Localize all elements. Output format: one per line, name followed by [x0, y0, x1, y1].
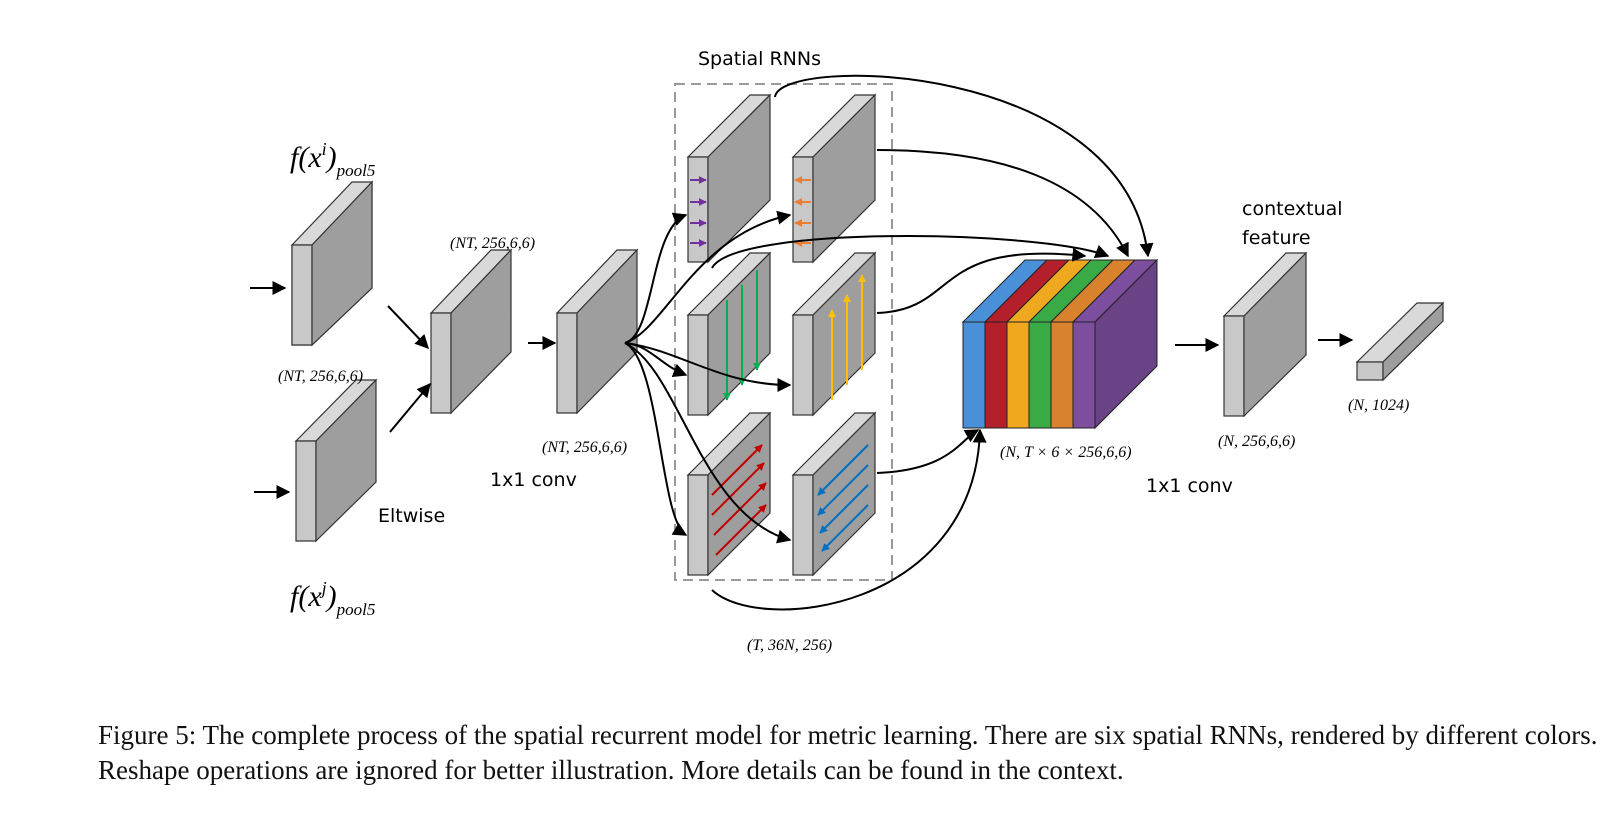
svg-text:f(xi)pool5: f(xi)pool5 [290, 139, 375, 180]
input-block-i [290, 180, 374, 347]
svg-text:f(xj)pool5: f(xj)pool5 [290, 578, 375, 619]
concat-slice-front-0 [962, 321, 986, 429]
eltwise-block [429, 248, 513, 415]
rnn-block-right-to-left [791, 93, 877, 264]
connector-arrows [250, 74, 1354, 611]
output-vector-block [1355, 301, 1445, 382]
rnn-block-top-to-bottom [686, 251, 772, 417]
spatial-rnns-box [674, 83, 893, 581]
rnn-block-bottom-to-top [791, 251, 877, 417]
concat-block [961, 258, 1159, 430]
concat-shape-label: (N, T × 6 × 256,6,6) [1000, 444, 1132, 461]
contextual-feature-block [1222, 251, 1308, 418]
concat-slice-front-4 [1050, 321, 1074, 429]
spatial-rnns-title: Spatial RNNs [698, 48, 821, 70]
eltwise-shape-label: (NT, 256,6,6) [450, 235, 535, 252]
contextual-feature-label-line2: feature [1242, 227, 1311, 249]
concat-slice-front-3 [1028, 321, 1052, 429]
spatial-rnns-shape-label: (T, 36N, 256) [747, 637, 832, 654]
conv1-shape-label: (NT, 256,6,6) [542, 439, 627, 456]
input-shape-label: (NT, 256,6,6) [278, 368, 363, 385]
rnn-block-diagonal-down [791, 411, 877, 577]
concat-slice-front-1 [984, 321, 1008, 429]
figure-caption: Figure 5: The complete process of the sp… [98, 720, 1598, 785]
output-shape-label: (N, 1024) [1348, 397, 1409, 414]
contextual-feature-label-line1: contextual [1242, 198, 1343, 220]
rnn-block-left-to-right [686, 93, 772, 264]
input-label-i: f(xi)pool5 [290, 139, 375, 180]
conv1-label: 1x1 conv [490, 469, 577, 491]
conv2-shape-label: (N, 256,6,6) [1218, 433, 1295, 450]
input-block-j [294, 378, 378, 543]
rnn-block-diagonal-up [686, 411, 772, 577]
conv2-label: 1x1 conv [1146, 475, 1233, 497]
concat-slice-front-2 [1006, 321, 1030, 429]
conv1-block [555, 248, 639, 415]
concat-slice-front-5 [1072, 321, 1096, 429]
eltwise-label: Eltwise [378, 505, 445, 527]
input-label-j: f(xj)pool5 [290, 578, 375, 619]
concat-slice-side-5 [1094, 258, 1158, 430]
